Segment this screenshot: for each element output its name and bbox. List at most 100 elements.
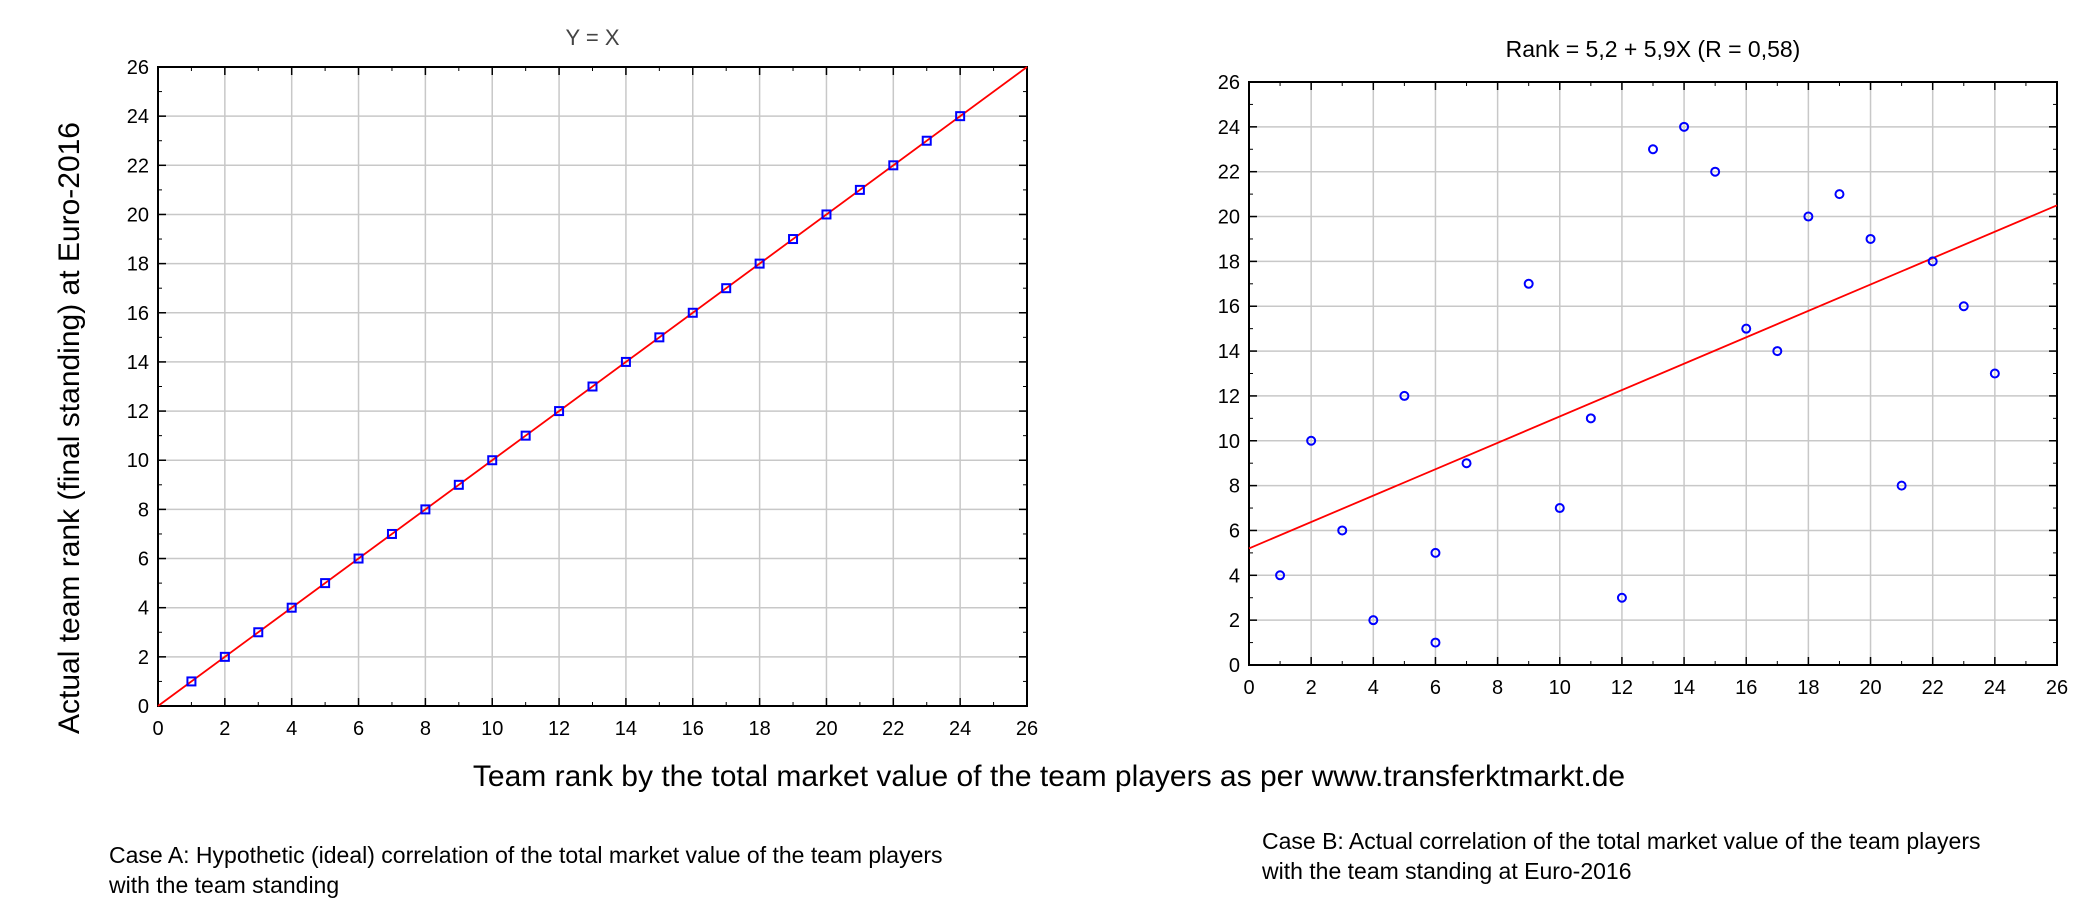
chart-b-y-tick-label-22: 22 [1218,162,1240,184]
chart-b-point-23 [1989,368,2000,379]
caption-case-b-line-1: Case B: Actual correlation of the total … [1262,828,1981,854]
chart-a-y-tick-label-2: 2 [138,647,149,669]
chart-a-y-tick-label-0: 0 [138,696,149,718]
chart-a-point-23 [955,111,966,122]
chart-b-point-21 [1927,256,1938,267]
chart-b-point-17 [1803,211,1814,222]
chart-b-y-tick-label-0: 0 [1229,655,1240,677]
chart-b-x-tick-label-26: 26 [2046,677,2068,699]
chart-a-y-tick-label-8: 8 [138,499,149,521]
caption-case-a: Case A: Hypothetic (ideal) correlation o… [109,840,943,900]
chart-a-point-9 [487,455,498,466]
caption-case-b: Case B: Actual correlation of the total … [1262,826,1980,886]
chart-b-point-16 [1772,346,1783,357]
chart-a-x-tick-label-26: 26 [1016,718,1038,740]
chart-b-y-tick-label-24: 24 [1218,117,1240,139]
chart-b-point-15 [1741,323,1752,334]
chart-a-fit-line [157,66,1028,707]
chart-a-x-tick-label-6: 6 [353,718,364,740]
y-axis-label: Actual team rank (final standing) at Eur… [53,122,86,734]
chart-b-point-8 [1523,278,1534,289]
chart-a-y-tick-label-10: 10 [127,450,149,472]
chart-a-point-17 [754,258,765,269]
chart-b-point-10 [1585,413,1596,424]
chart-a-point-21 [888,160,899,171]
chart-b-y-tick-label-10: 10 [1218,431,1240,453]
chart-b-point-3 [1368,615,1379,626]
chart-b-x-tick-label-22: 22 [1922,677,1944,699]
chart-b-x-tick-label-24: 24 [1984,677,2006,699]
chart-b-plot-frame [1248,81,2058,666]
chart-b-point-18 [1834,189,1845,200]
chart-a-point-7 [420,504,431,515]
chart-b-y-tick-label-2: 2 [1229,610,1240,632]
chart-a-y-tick-label-12: 12 [127,401,149,423]
chart-b-point-12 [1648,144,1658,155]
chart-a-y-tick-label-26: 26 [127,57,149,79]
chart-a-y-tick-label-4: 4 [138,598,149,620]
chart-a-point-2 [253,627,264,638]
chart-a-point-18 [788,234,799,245]
chart-b-point-14 [1710,166,1721,177]
chart-a-y-tick-label-18: 18 [127,254,149,276]
chart-b-y-tick-label-18: 18 [1218,251,1240,273]
chart-a-point-5 [353,553,364,564]
chart-b-point-11 [1616,592,1627,603]
caption-case-a-line-1: Case A: Hypothetic (ideal) correlation o… [109,842,943,868]
chart-a-point-3 [286,602,297,613]
chart-a-y-tick-label-6: 6 [138,549,149,571]
chart-b-x-tick-label-16: 16 [1735,677,1757,699]
chart-b-y-tick-label-8: 8 [1229,476,1240,498]
chart-a-x-tick-label-14: 14 [615,718,637,740]
chart-b-x-tick-label-10: 10 [1549,677,1571,699]
chart-b-title: Rank = 5,2 + 5,9X (R = 0,58) [1506,36,1801,62]
chart-a-x-tick-label-20: 20 [815,718,837,740]
chart-a-point-8 [453,479,464,490]
chart-a-y-tick-label-14: 14 [127,352,149,374]
chart-b-y-tick-label-26: 26 [1218,72,1240,94]
chart-a-y-tick-label-22: 22 [127,155,149,177]
chart-b-point-13 [1679,121,1690,132]
chart-b-point-4 [1399,390,1410,401]
chart-a-point-19 [821,209,832,220]
chart-a-point-14 [654,332,665,343]
chart-b-x-tick-label-4: 4 [1368,677,1379,699]
chart-b-point-2 [1337,525,1348,536]
chart-a-point-22 [921,135,932,146]
chart-b-point-5 [1430,547,1441,558]
chart-b-y-tick-label-6: 6 [1229,520,1240,542]
chart-b-point-19 [1865,233,1876,244]
chart-a-point-15 [687,307,698,318]
chart-a-title: Y = X [565,25,619,50]
chart-b-x-tick-label-20: 20 [1859,677,1881,699]
chart-b-x-tick-label-6: 6 [1430,677,1441,699]
chart-a-x-tick-label-4: 4 [286,718,297,740]
chart-b-point-9 [1554,503,1565,514]
chart-a-x-tick-label-0: 0 [152,718,163,740]
chart-b-fit-line [1248,204,2058,550]
chart-b-x-tick-label-14: 14 [1673,677,1695,699]
chart-b-y-tick-label-12: 12 [1218,386,1240,408]
chart-b-point-6 [1430,637,1441,648]
chart-a-plot-frame [157,66,1028,707]
chart-b-point-22 [1958,301,1969,312]
chart-a-x-tick-label-12: 12 [548,718,570,740]
chart-a-x-tick-label-24: 24 [949,718,971,740]
chart-a-point-10 [520,430,531,441]
chart-b-point-0 [1275,570,1286,581]
chart-a-point-13 [620,356,631,367]
chart-a-x-tick-label-10: 10 [481,718,503,740]
chart-b-x-tick-label-0: 0 [1243,677,1254,699]
chart-a-point-12 [587,381,598,392]
chart-a-point-1 [219,651,230,662]
chart-b-x-tick-label-8: 8 [1492,677,1503,699]
chart-a-y-tick-label-16: 16 [127,303,149,325]
chart-b-point-7 [1461,458,1472,469]
chart-a-y-tick-label-20: 20 [127,204,149,226]
chart-b-y-tick-label-16: 16 [1218,296,1240,318]
chart-b-y-tick-label-20: 20 [1218,207,1240,229]
chart-a-x-tick-label-16: 16 [682,718,704,740]
chart-a-x-tick-label-22: 22 [882,718,904,740]
chart-b-x-tick-label-12: 12 [1611,677,1633,699]
